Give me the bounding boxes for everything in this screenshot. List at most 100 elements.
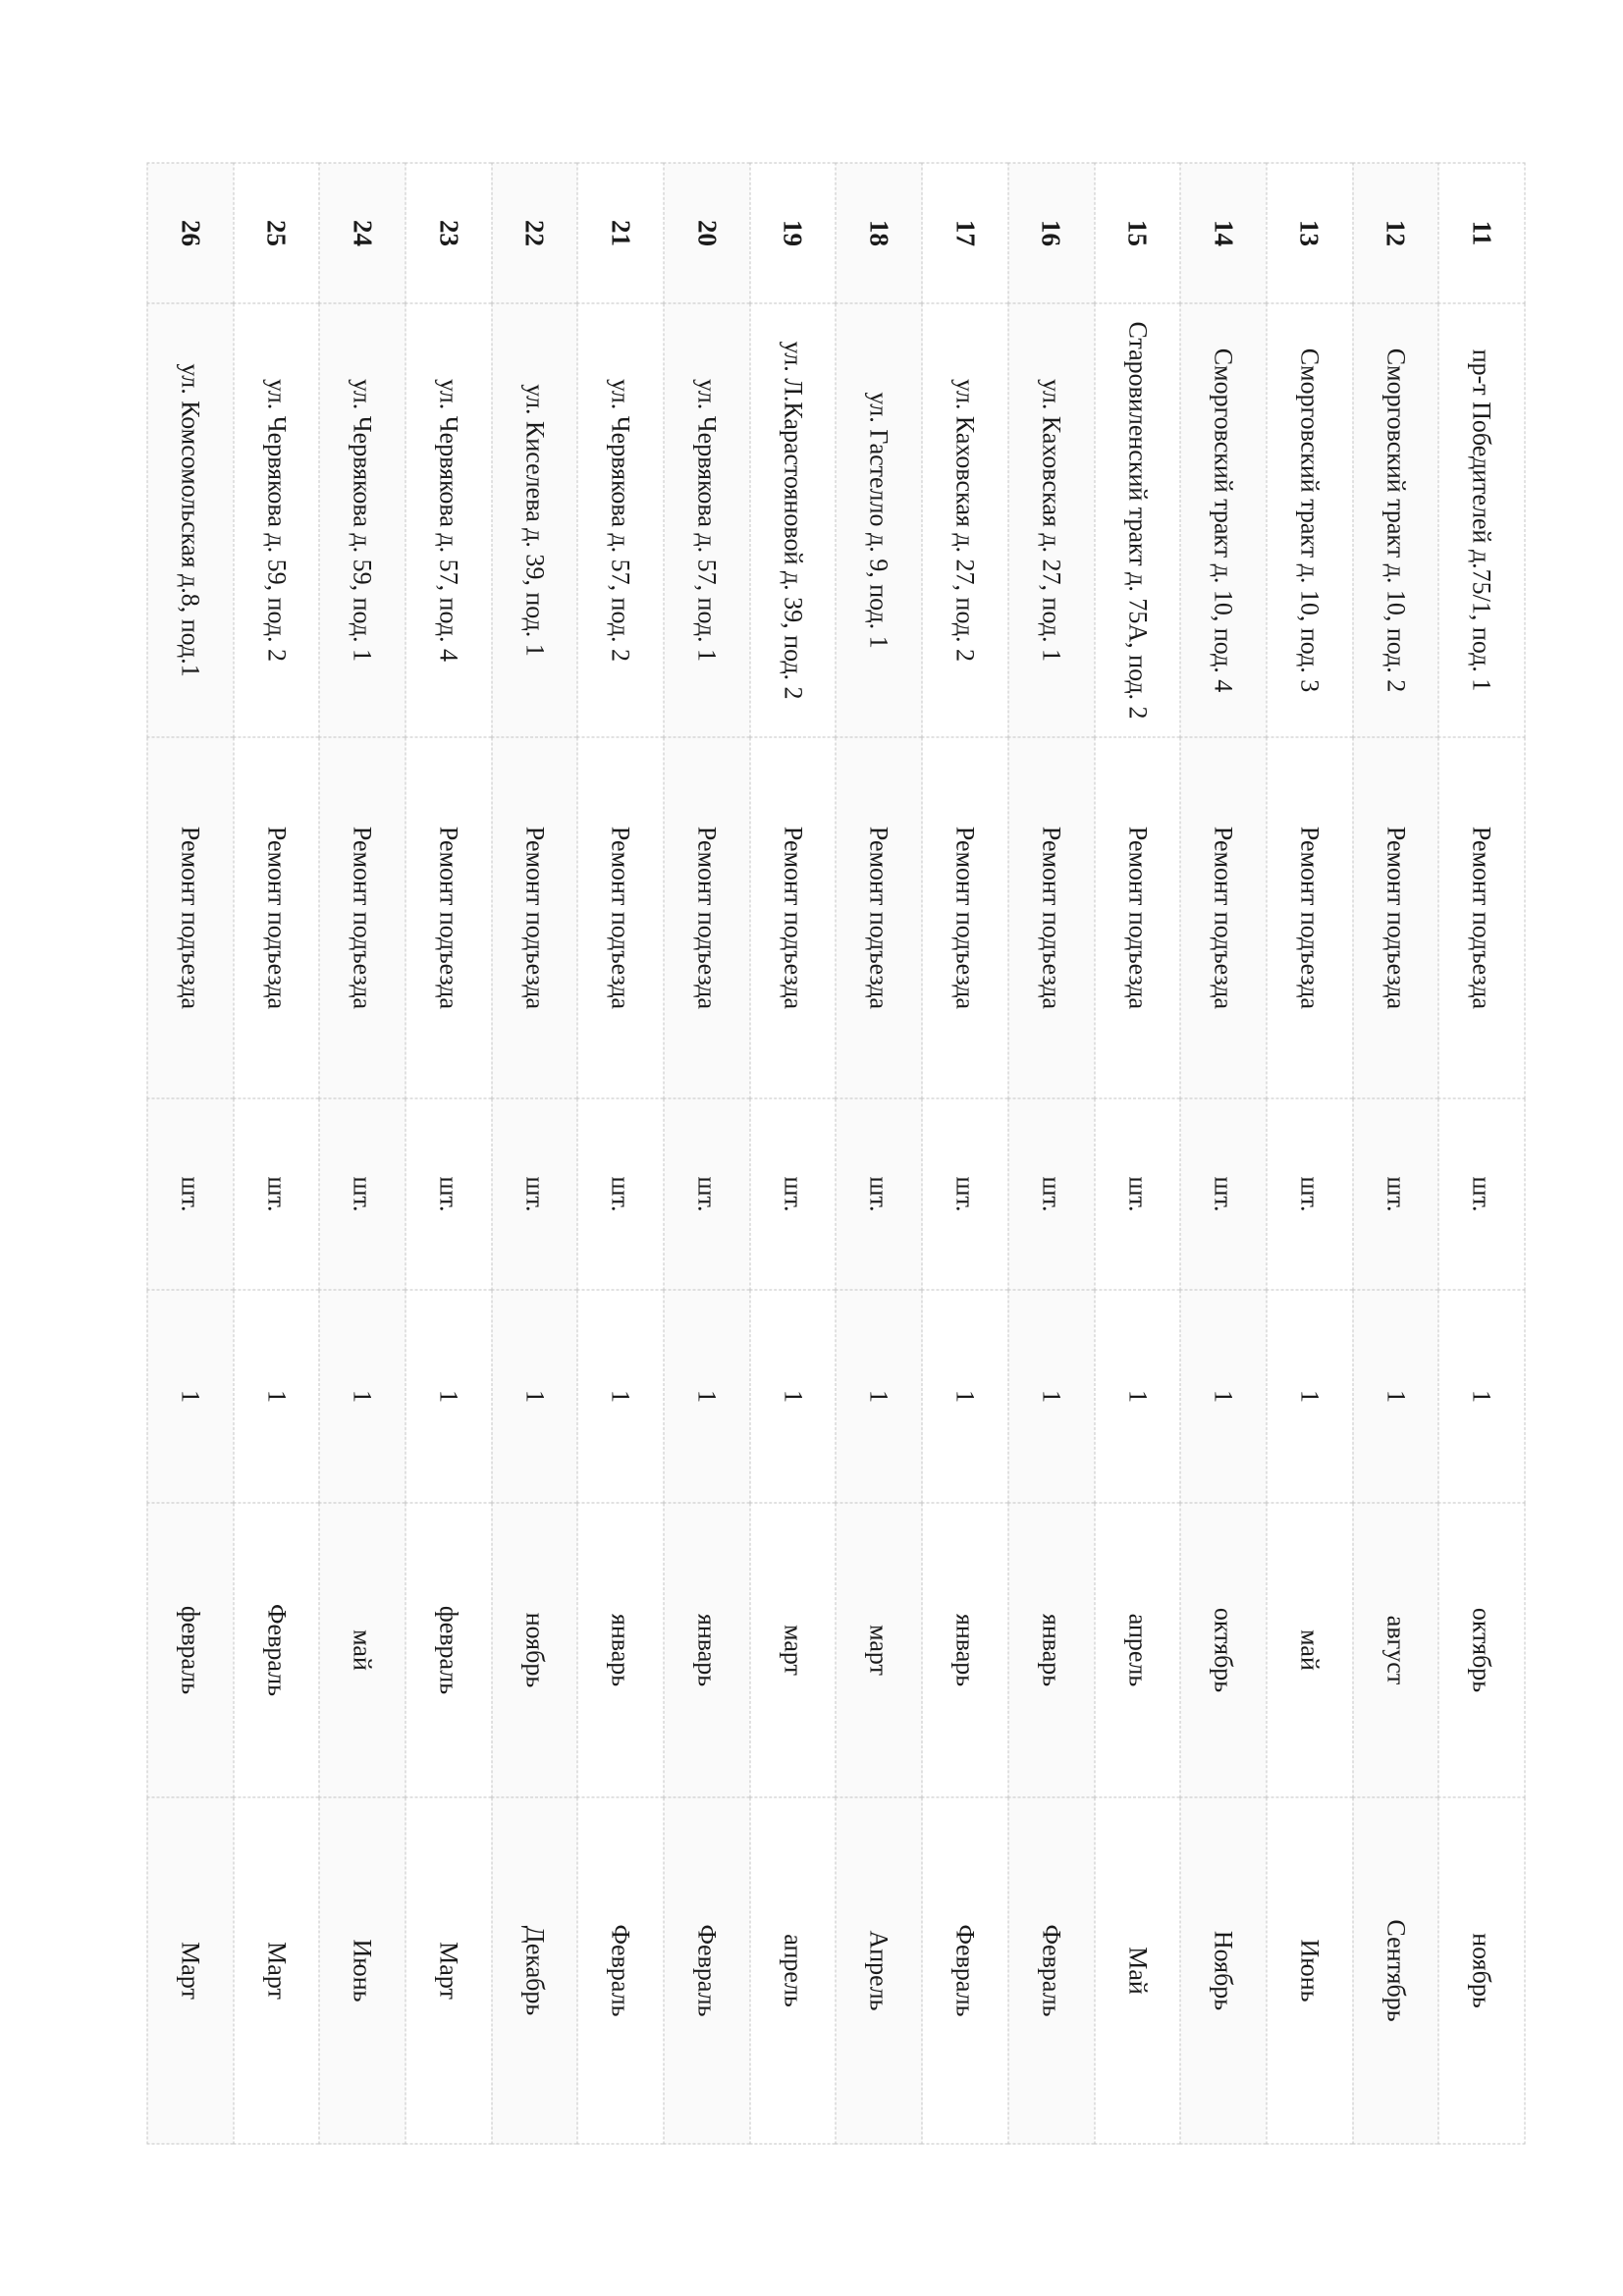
start-month-cell: Февраль	[233, 1502, 319, 1797]
row-number: 20	[663, 162, 750, 303]
table-row: 11 пр-т Победителей д.75/1, под. 1 Ремонт …	[1437, 162, 1525, 2144]
quantity-cell: 1	[1437, 1289, 1525, 1503]
unit-cell: шт.	[233, 1097, 319, 1290]
address-cell: Сморговский тракт д. 10, под. 2	[1352, 302, 1438, 737]
start-month-cell: февраль	[146, 1502, 234, 1797]
end-month-cell: Февраль	[1007, 1796, 1095, 2144]
quantity-cell: 1	[405, 1289, 492, 1503]
end-month-cell: апрель	[749, 1796, 836, 2144]
row-number: 17	[921, 162, 1008, 303]
address-cell: ул. Червякова д. 57, под. 2	[576, 302, 664, 737]
start-month-cell: октябрь	[1179, 1502, 1267, 1797]
end-month-cell: ноябрь	[1437, 1796, 1525, 2144]
quantity-cell: 1	[1266, 1289, 1353, 1503]
address-cell: Старовиленский тракт д. 75А, под. 2	[1094, 302, 1180, 737]
row-number: 14	[1179, 162, 1267, 303]
quantity-cell: 1	[1179, 1289, 1267, 1503]
address-cell: Сморговский тракт д. 10, под. 4	[1179, 302, 1267, 737]
address-cell: пр-т Победителей д.75/1, под. 1	[1437, 302, 1525, 737]
work-type-cell: Ремонт подъезда	[1437, 736, 1525, 1098]
quantity-cell: 1	[233, 1289, 319, 1503]
quantity-cell: 1	[1094, 1289, 1180, 1503]
start-month-cell: ноябрь	[491, 1502, 577, 1797]
end-month-cell: Сентябрь	[1352, 1796, 1438, 2144]
start-month-cell: март	[749, 1502, 836, 1797]
address-cell: ул. Червякова д. 59, под. 1	[318, 302, 406, 737]
address-cell: Сморговский тракт д. 10, под. 3	[1266, 302, 1353, 737]
unit-cell: шт.	[1266, 1097, 1353, 1290]
address-cell: ул. Червякова д. 59, под. 2	[233, 302, 319, 737]
work-type-cell: Ремонт подъезда	[233, 736, 319, 1098]
address-cell: ул. Киселева д. 39, под. 1	[491, 302, 577, 737]
quantity-cell: 1	[1007, 1289, 1095, 1503]
work-type-cell: Ремонт подъезда	[318, 736, 406, 1098]
unit-cell: шт.	[1352, 1097, 1438, 1290]
end-month-cell: Июнь	[1266, 1796, 1353, 2144]
row-number: 24	[318, 162, 406, 303]
table-body: 11 пр-т Победителей д.75/1, под. 1 Ремонт …	[146, 162, 1525, 2144]
row-number: 18	[836, 162, 922, 303]
start-month-cell: август	[1352, 1502, 1438, 1797]
unit-cell: шт.	[1007, 1097, 1095, 1290]
work-type-cell: Ремонт подъезда	[405, 736, 492, 1098]
row-number: 25	[233, 162, 319, 303]
work-type-cell: Ремонт подъезда	[1266, 736, 1353, 1098]
start-month-cell: апрель	[1094, 1502, 1180, 1797]
end-month-cell: Февраль	[921, 1796, 1008, 2144]
rotated-table-page: 11 пр-т Победителей д.75/1, под. 1 Ремонт …	[146, 162, 1525, 2144]
unit-cell: шт.	[663, 1097, 750, 1290]
start-month-cell: октябрь	[1437, 1502, 1525, 1797]
unit-cell: шт.	[491, 1097, 577, 1290]
row-number: 23	[405, 162, 492, 303]
quantity-cell: 1	[318, 1289, 406, 1503]
table-row: 15 Старовиленский тракт д. 75А, под. 2 Рем…	[1094, 162, 1180, 2144]
address-cell: ул. Л.Карастояновой д. 39, под. 2	[749, 302, 836, 737]
table-row: 22 ул. Киселева д. 39, под. 1 Ремонт подъе…	[491, 162, 577, 2144]
work-type-cell: Ремонт подъезда	[1094, 736, 1180, 1098]
start-month-cell: январь	[663, 1502, 750, 1797]
start-month-cell: январь	[576, 1502, 664, 1797]
work-type-cell: Ремонт подъезда	[836, 736, 922, 1098]
unit-cell: шт.	[1094, 1097, 1180, 1290]
quantity-cell: 1	[576, 1289, 664, 1503]
address-cell: ул. Комсомольская д.8, под.1	[146, 302, 234, 737]
address-cell: ул. Гастелло д. 9, под. 1	[836, 302, 922, 737]
row-number: 21	[576, 162, 664, 303]
end-month-cell: Апрель	[836, 1796, 922, 2144]
quantity-cell: 1	[749, 1289, 836, 1503]
table-row: 25 ул. Червякова д. 59, под. 2 Ремонт подъ…	[233, 162, 319, 2144]
table-row: 13 Сморговский тракт д. 10, под. 3 Ремонт …	[1266, 162, 1353, 2144]
address-cell: ул. Каховская д. 27, под. 1	[1007, 302, 1095, 737]
start-month-cell: май	[1266, 1502, 1353, 1797]
unit-cell: шт.	[405, 1097, 492, 1290]
table-row: 23 ул. Червякова д. 57, под. 4 Ремонт подъ…	[405, 162, 492, 2144]
end-month-cell: Ноябрь	[1179, 1796, 1267, 2144]
address-cell: ул. Каховская д. 27, под. 2	[921, 302, 1008, 737]
table-row: 20 ул. Червякова д. 57, под. 1 Ремонт подъ…	[663, 162, 750, 2144]
unit-cell: шт.	[146, 1097, 234, 1290]
unit-cell: шт.	[836, 1097, 922, 1290]
work-type-cell: Ремонт подъезда	[146, 736, 234, 1098]
end-month-cell: Февраль	[663, 1796, 750, 2144]
table-row: 14 Сморговский тракт д. 10, под. 4 Ремонт …	[1179, 162, 1267, 2144]
end-month-cell: Март	[233, 1796, 319, 2144]
unit-cell: шт.	[1179, 1097, 1267, 1290]
row-number: 16	[1007, 162, 1095, 303]
end-month-cell: Май	[1094, 1796, 1180, 2144]
row-number: 12	[1352, 162, 1438, 303]
work-type-cell: Ремонт подъезда	[1179, 736, 1267, 1098]
row-number: 26	[146, 162, 234, 303]
start-month-cell: февраль	[405, 1502, 492, 1797]
table-row: 26 ул. Комсомольская д.8, под.1 Ремонт под…	[146, 162, 234, 2144]
unit-cell: шт.	[1437, 1097, 1525, 1290]
start-month-cell: март	[836, 1502, 922, 1797]
table-row: 18 ул. Гастелло д. 9, под. 1 Ремонт подъез…	[836, 162, 922, 2144]
address-cell: ул. Червякова д. 57, под. 4	[405, 302, 492, 737]
quantity-cell: 1	[491, 1289, 577, 1503]
end-month-cell: Декабрь	[491, 1796, 577, 2144]
end-month-cell: Март	[405, 1796, 492, 2144]
table-row: 21 ул. Червякова д. 57, под. 2 Ремонт подъ…	[576, 162, 664, 2144]
end-month-cell: Февраль	[576, 1796, 664, 2144]
row-number: 13	[1266, 162, 1353, 303]
start-month-cell: январь	[921, 1502, 1008, 1797]
